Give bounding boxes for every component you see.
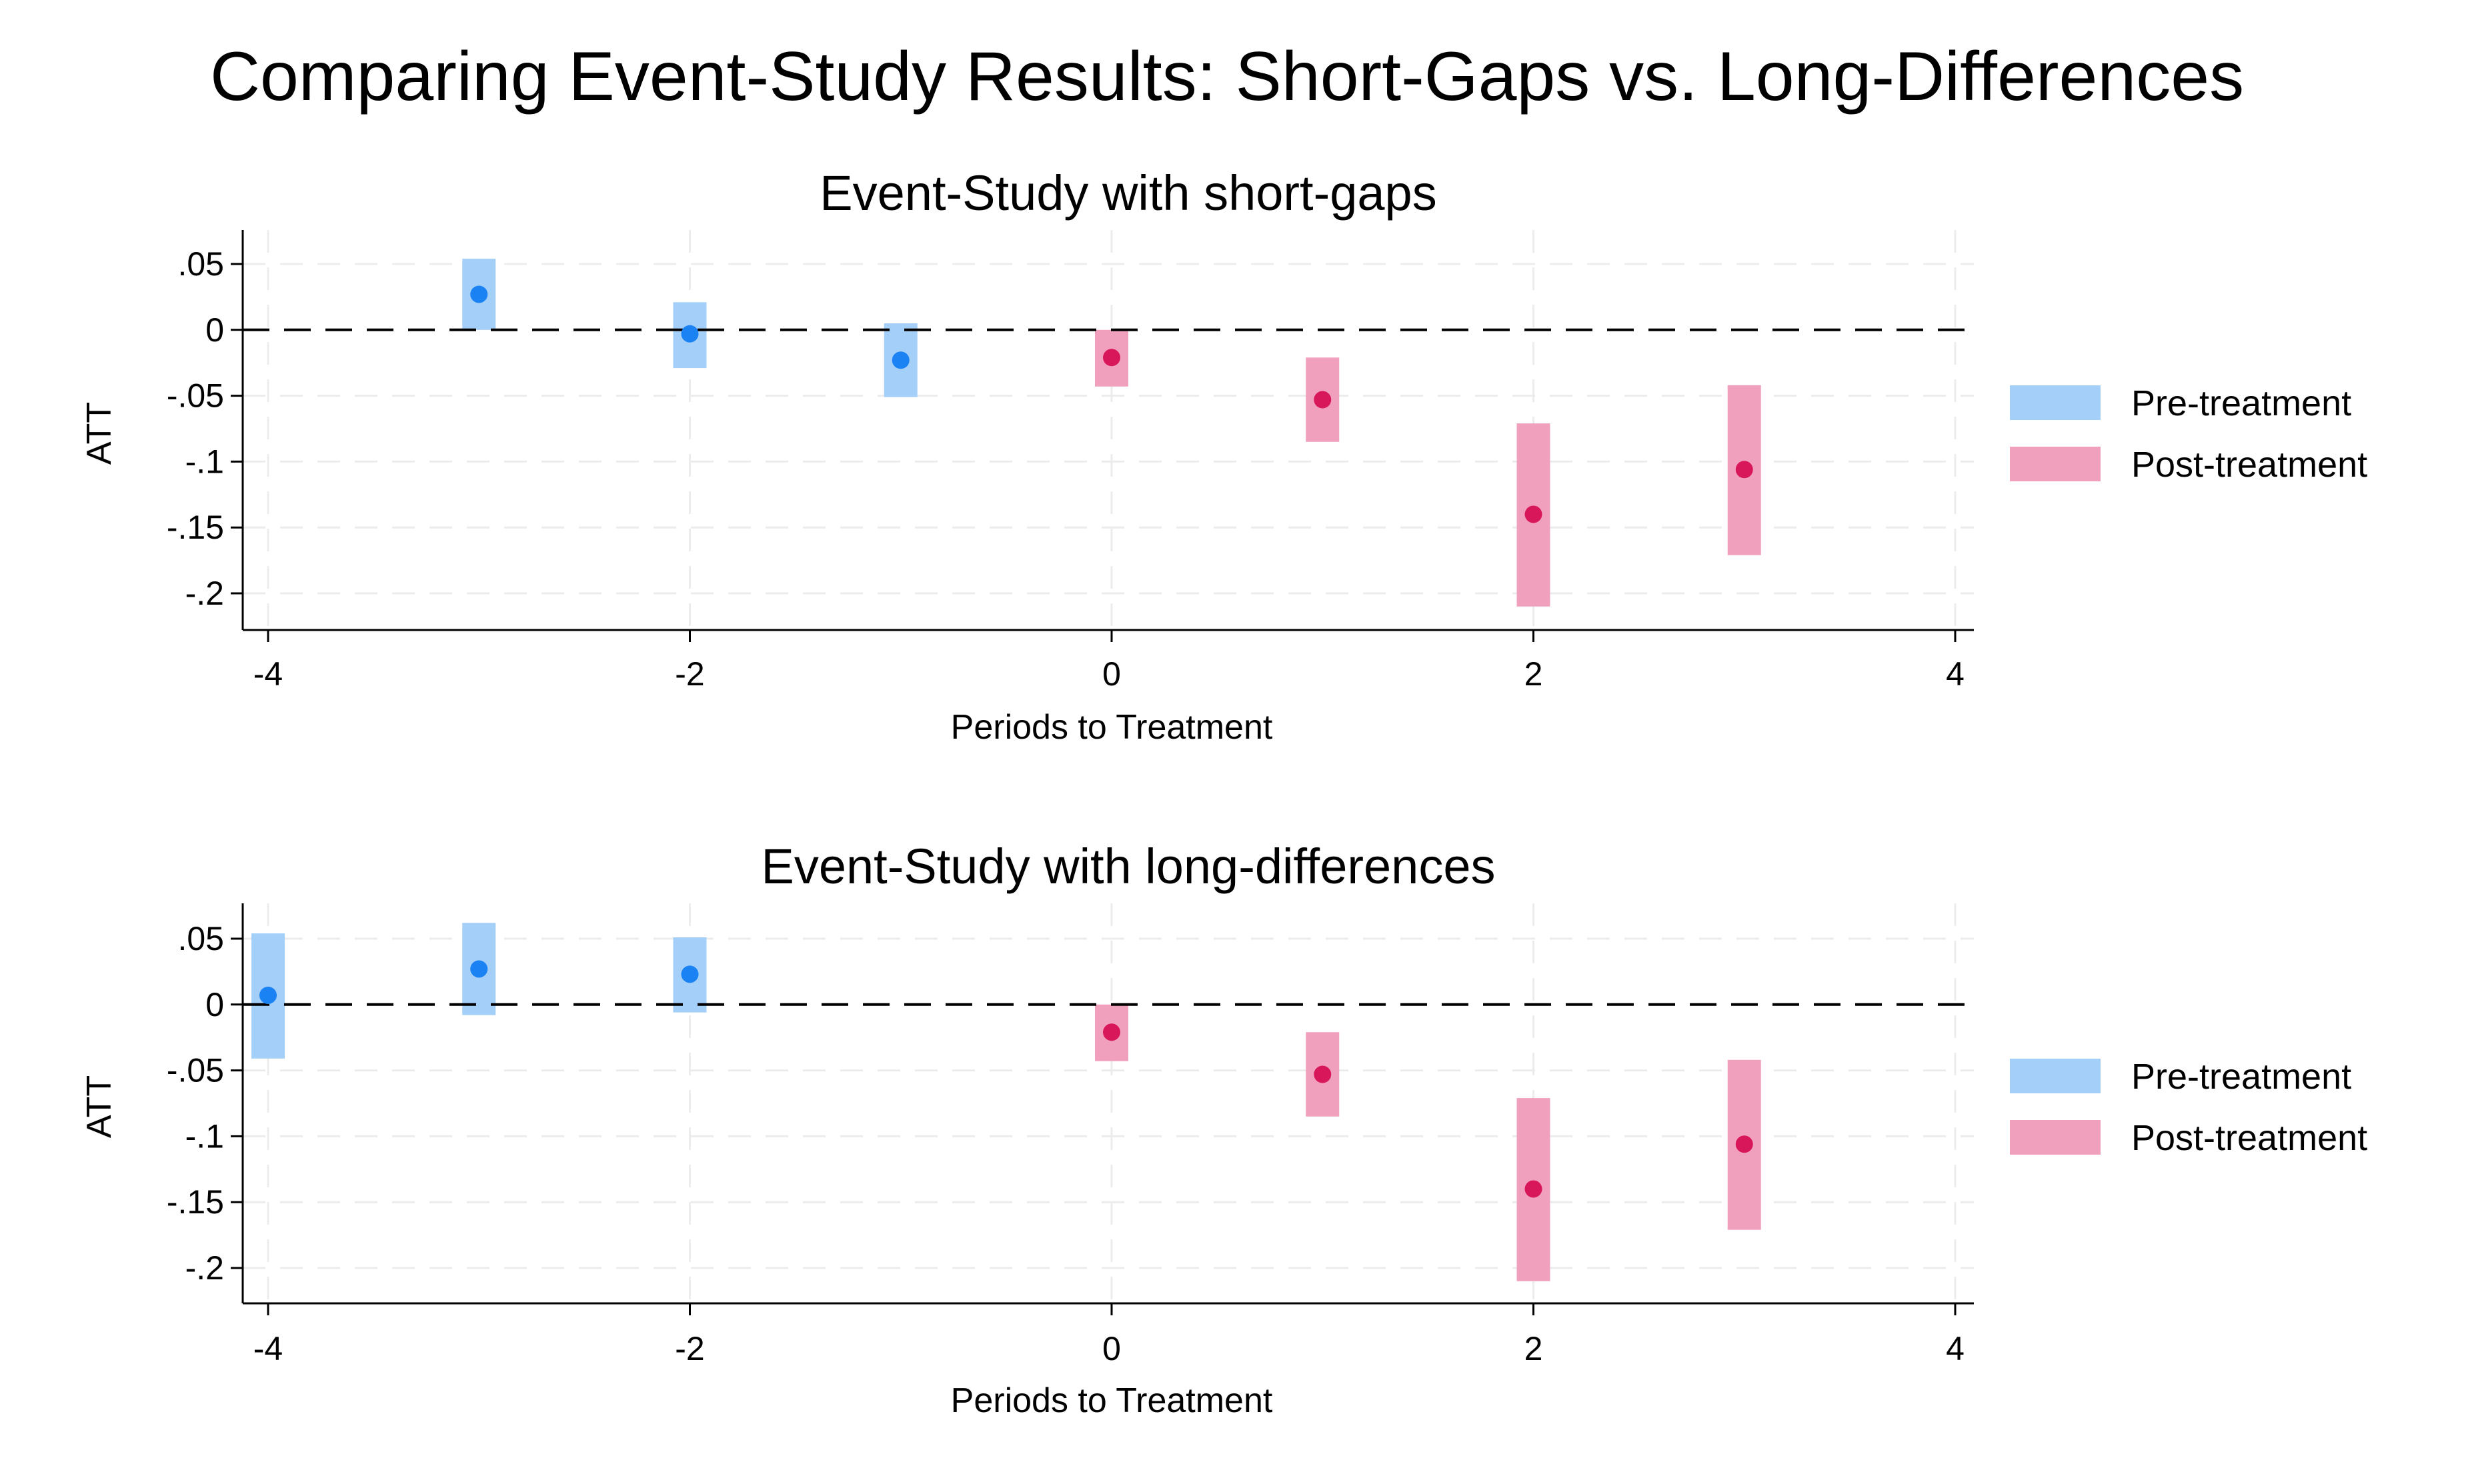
y-axis-title: ATT [80,1075,119,1138]
post-legend-swatch [2010,447,2101,481]
post-point-estimate [1314,1065,1332,1083]
x-tick-label: -2 [675,655,704,693]
y-tick-label: 0 [205,986,224,1023]
pre-legend-label: Pre-treatment [2131,383,2351,423]
post-point-estimate [1524,1180,1542,1198]
figure-title: Comparing Event-Study Results: Short-Gap… [210,38,2244,115]
x-tick-label: 0 [1102,1330,1121,1367]
post-point-estimate [1314,391,1332,409]
y-axis-title: ATT [80,402,119,465]
y-tick-label: .05 [177,245,224,283]
pre-point-estimate [470,960,488,978]
y-tick-label: 0 [205,311,224,349]
post-point-estimate [1735,461,1753,479]
post-point-estimate [1103,1023,1120,1041]
x-tick-label: -4 [253,655,283,693]
x-tick-label: 4 [1946,1330,1965,1367]
pre-point-estimate [892,351,910,369]
post-legend-swatch [2010,1120,2101,1155]
x-axis-title: Periods to Treatment [951,708,1273,747]
legend: Pre-treatment Post-treatment [2010,383,2367,485]
panel-title: Event-Study with long-differences [761,839,1495,894]
x-tick-label: 0 [1102,655,1121,693]
chart-panel-2: Event-Study with long-differences .05 0 -.0… [80,839,2367,1420]
y-tick-label: -.2 [185,575,224,612]
post-legend-label: Post-treatment [2131,1118,2367,1158]
pre-point-estimate [681,965,699,983]
x-axis-title: Periods to Treatment [951,1381,1273,1420]
post-legend-label: Post-treatment [2131,445,2367,485]
y-tick-label: -.15 [167,509,224,546]
y-tick-label: -.2 [185,1249,224,1287]
x-tick-label: -4 [253,1330,283,1367]
pre-point-estimate [681,325,699,343]
y-tick-label: -.1 [185,443,224,480]
pre-point-estimate [470,285,488,303]
post-point-estimate [1524,505,1542,523]
y-tick-label: -.1 [185,1117,224,1155]
pre-legend-label: Pre-treatment [2131,1057,2351,1097]
y-tick-label: -.05 [167,1052,224,1089]
x-tick-label: -2 [675,1330,704,1367]
chart-panels: Event-Study with short-gaps .05 0 -.05 -.1 -.… [80,165,2367,1420]
y-tick-label: .05 [177,920,224,957]
pre-legend-swatch [2010,1059,2101,1093]
y-tick-label: -.05 [167,377,224,415]
post-point-estimate [1103,349,1120,367]
x-tick-label: 4 [1946,655,1965,693]
x-tick-label: 2 [1524,655,1543,693]
legend: Pre-treatment Post-treatment [2010,1057,2367,1158]
chart-panel-1: Event-Study with short-gaps .05 0 -.05 -.1 -.… [80,165,2367,747]
post-point-estimate [1735,1135,1753,1153]
y-tick-label: -.15 [167,1183,224,1221]
pre-legend-swatch [2010,385,2101,420]
panel-title: Event-Study with short-gaps [820,165,1436,221]
pre-point-estimate [259,986,277,1004]
x-tick-label: 2 [1524,1330,1543,1367]
